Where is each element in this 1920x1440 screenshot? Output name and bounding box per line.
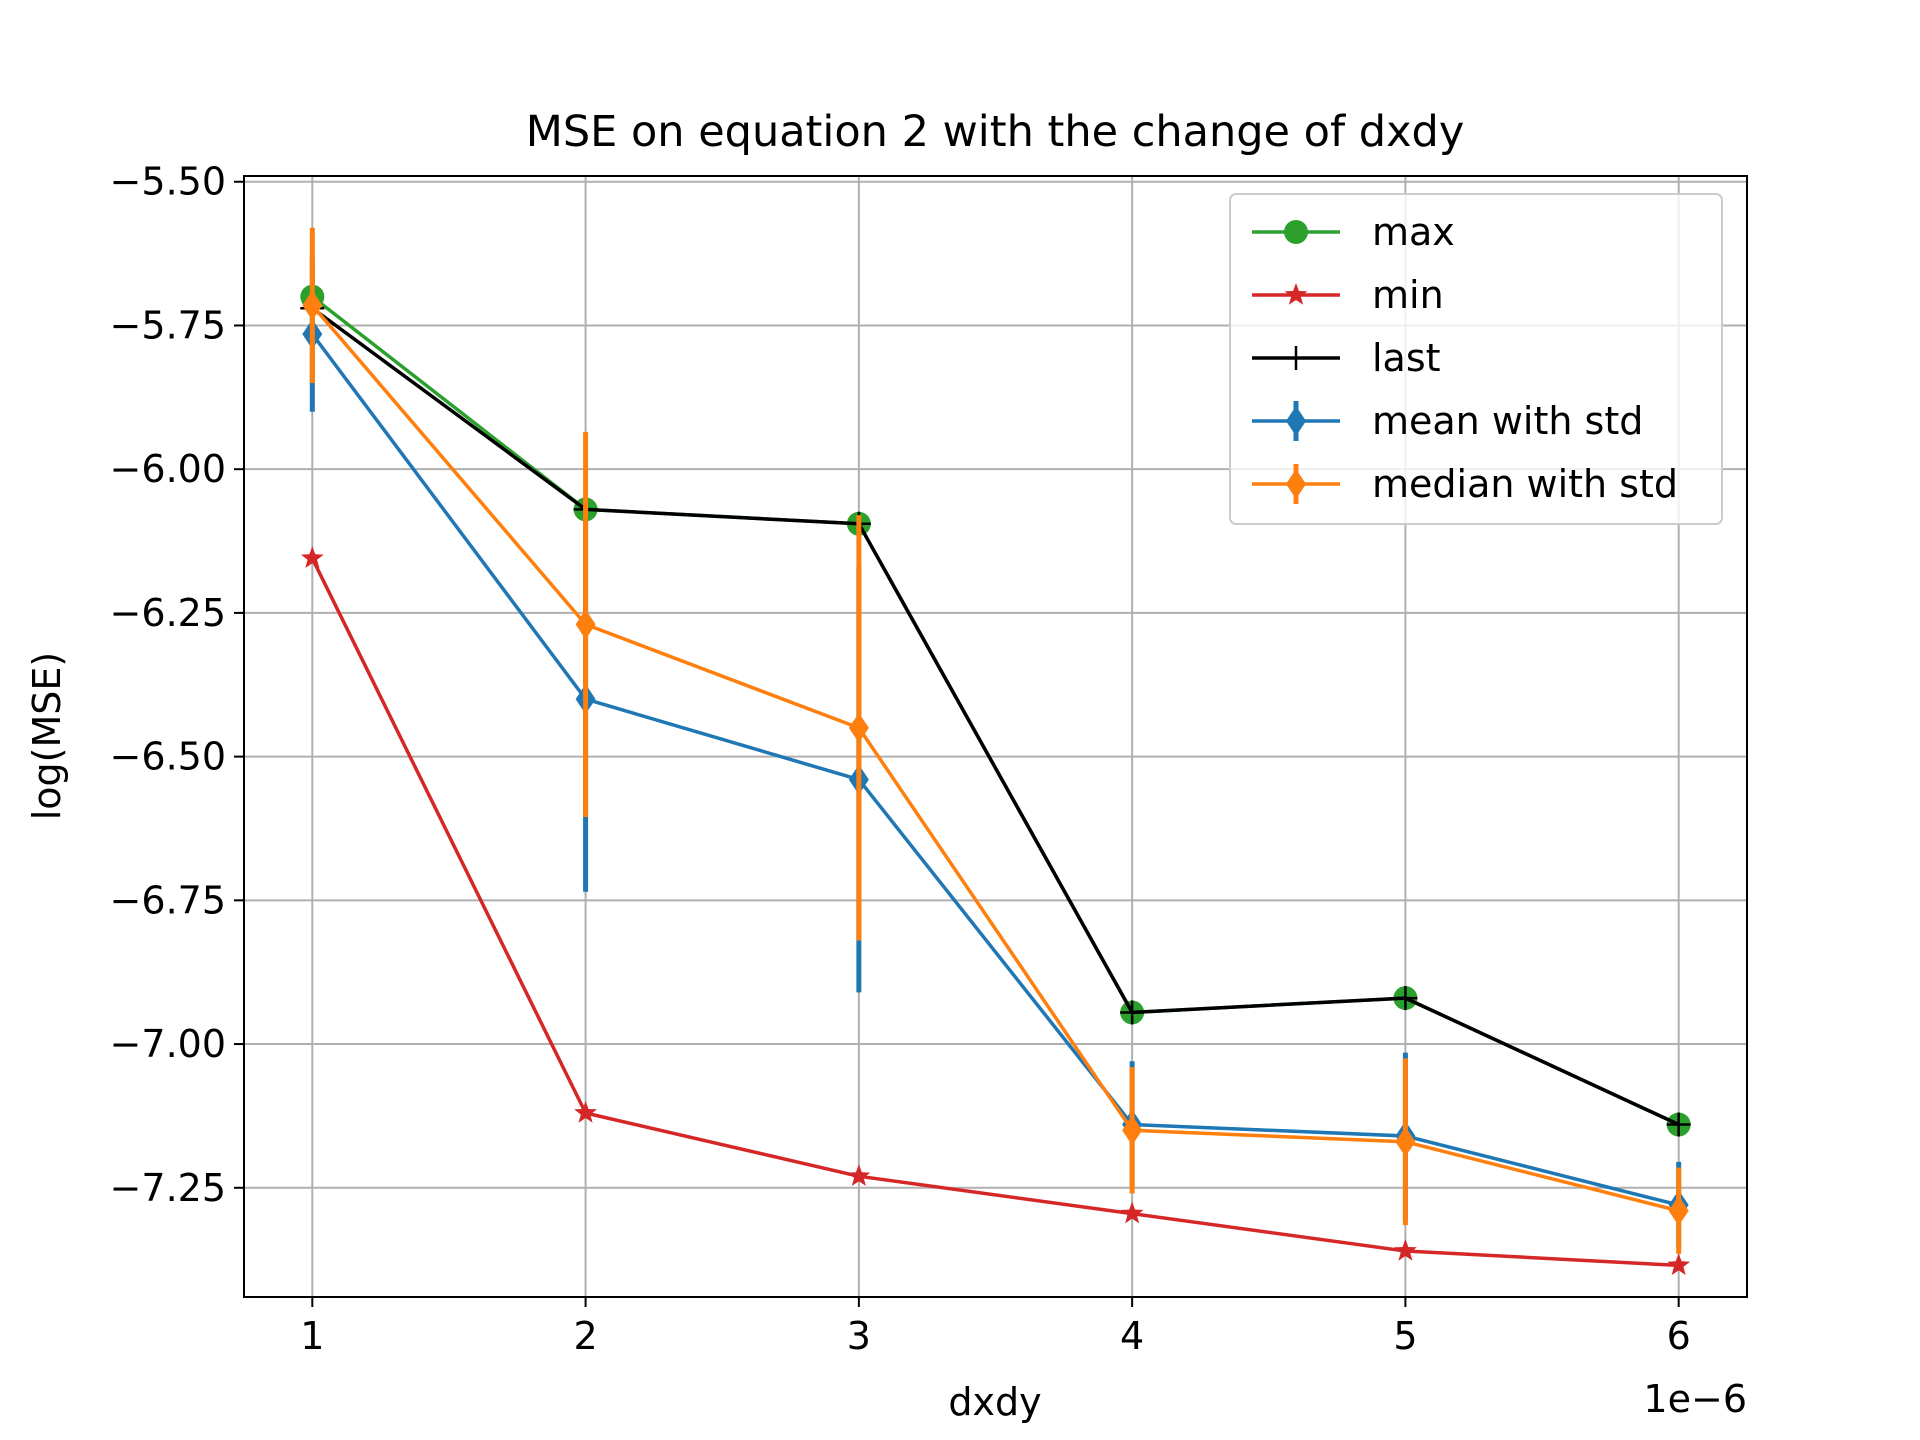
- data-point: [302, 290, 323, 321]
- legend-marker: [1284, 220, 1308, 244]
- data-point: [1394, 1239, 1417, 1261]
- y-tick-label: −5.75: [110, 303, 226, 347]
- data-point: [848, 712, 869, 743]
- legend: max min last mean with std median with std: [1229, 193, 1723, 525]
- y-tick-label: −6.50: [110, 735, 226, 779]
- x-tick-label: 6: [1667, 1314, 1691, 1358]
- y-tick-label: −6.75: [110, 878, 226, 922]
- data-point: [575, 609, 596, 640]
- series-line: [310, 304, 1680, 1213]
- legend-marker: [1284, 346, 1308, 370]
- data-point: [1667, 1253, 1691, 1276]
- series-line: [311, 306, 1680, 1127]
- series-line: [310, 333, 1680, 1207]
- legend-entry: max: [1252, 210, 1455, 254]
- series-line: [310, 557, 1679, 1268]
- chart-title: MSE on equation 2 with the change of dxd…: [526, 107, 1465, 157]
- y-tick-label: −5.50: [110, 160, 226, 204]
- plot-frame: [243, 175, 1748, 1298]
- legend-label: min: [1372, 273, 1444, 317]
- x-tick-label: 3: [847, 1314, 871, 1358]
- series-min: [300, 546, 1691, 1276]
- data-point: [300, 546, 324, 568]
- data-point: [574, 1101, 597, 1123]
- series-layer: [300, 227, 1691, 1276]
- data-point: [1122, 1115, 1143, 1146]
- x-tick-label: 4: [1120, 1314, 1144, 1358]
- data-point: [1393, 986, 1418, 1011]
- y-tick-label: −7.25: [110, 1166, 226, 1210]
- data-point: [1668, 1195, 1689, 1226]
- legend-entry: last: [1252, 336, 1441, 380]
- data-point: [1120, 1201, 1144, 1224]
- y-tick-label: −6.25: [110, 591, 226, 635]
- legend-entry: mean with std: [1252, 399, 1643, 443]
- y-axis-label: log(MSE): [25, 652, 69, 821]
- legend-entry: min: [1252, 273, 1444, 317]
- series-median-with-std: [302, 227, 1689, 1254]
- legend-label: mean with std: [1372, 399, 1643, 443]
- x-tick-label: 2: [573, 1314, 597, 1358]
- legend-entry: median with std: [1252, 462, 1678, 506]
- legend-marker: [1286, 469, 1306, 499]
- legend-box: [1229, 193, 1723, 525]
- data-point: [1395, 1126, 1416, 1157]
- legend-label: last: [1372, 336, 1441, 380]
- x-tick-label: 1: [300, 1314, 324, 1358]
- axis-ticks: 1 2 3 4 5 6 −5.50 −5.75 −6.00 −6.25 −6.50 −6.75 −7.0…: [110, 160, 1691, 1358]
- data-point: [847, 1164, 871, 1186]
- x-axis-label: dxdy: [948, 1380, 1041, 1424]
- legend-marker: [1284, 283, 1308, 305]
- data-point: [1666, 1112, 1691, 1137]
- y-tick-label: −6.00: [110, 447, 226, 491]
- x-axis-offset-label: 1e−6: [1643, 1377, 1747, 1421]
- legend-label: max: [1372, 210, 1455, 254]
- legend-label: median with std: [1372, 462, 1678, 506]
- y-tick-label: −7.00: [110, 1022, 226, 1066]
- x-tick-label: 5: [1393, 1314, 1417, 1358]
- legend-marker: [1286, 406, 1306, 436]
- data-point: [1120, 1000, 1145, 1025]
